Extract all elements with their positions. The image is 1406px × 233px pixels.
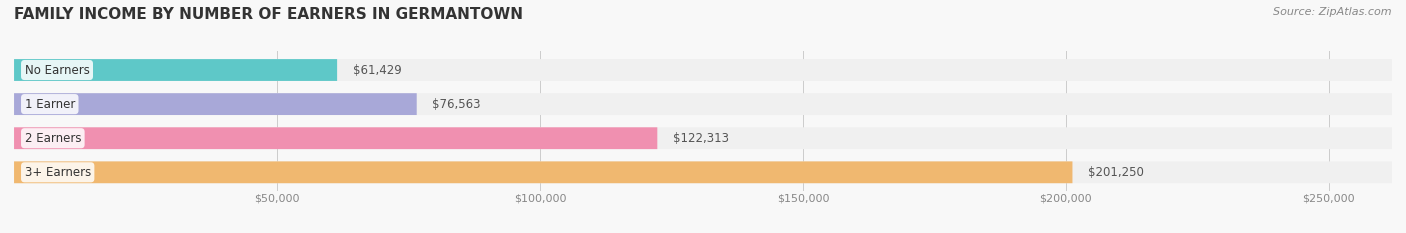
Text: $122,313: $122,313	[673, 132, 730, 145]
Text: No Earners: No Earners	[24, 64, 90, 76]
FancyBboxPatch shape	[14, 161, 1392, 183]
Text: FAMILY INCOME BY NUMBER OF EARNERS IN GERMANTOWN: FAMILY INCOME BY NUMBER OF EARNERS IN GE…	[14, 7, 523, 22]
Text: $76,563: $76,563	[433, 98, 481, 111]
FancyBboxPatch shape	[14, 59, 337, 81]
FancyBboxPatch shape	[14, 93, 1392, 115]
Text: 3+ Earners: 3+ Earners	[24, 166, 91, 179]
Text: Source: ZipAtlas.com: Source: ZipAtlas.com	[1274, 7, 1392, 17]
FancyBboxPatch shape	[14, 93, 416, 115]
FancyBboxPatch shape	[14, 59, 1392, 81]
FancyBboxPatch shape	[14, 161, 1073, 183]
Text: 2 Earners: 2 Earners	[24, 132, 82, 145]
FancyBboxPatch shape	[14, 127, 658, 149]
Text: $61,429: $61,429	[353, 64, 402, 76]
Text: $201,250: $201,250	[1088, 166, 1144, 179]
FancyBboxPatch shape	[14, 127, 1392, 149]
Text: 1 Earner: 1 Earner	[24, 98, 75, 111]
